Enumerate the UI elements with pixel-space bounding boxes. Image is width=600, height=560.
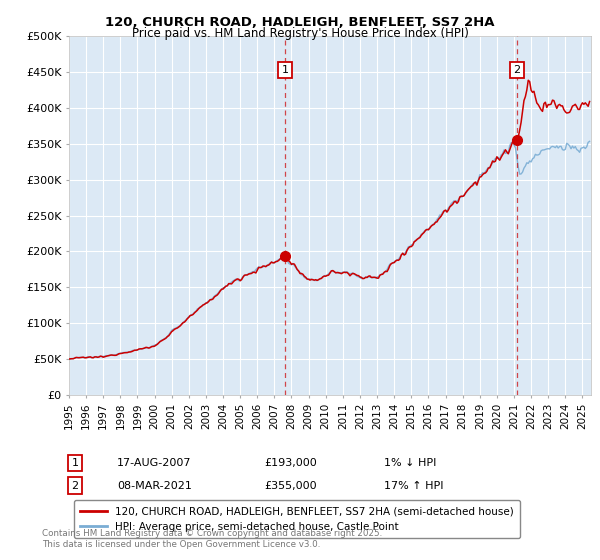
Text: 17% ↑ HPI: 17% ↑ HPI [384,480,443,491]
Legend: 120, CHURCH ROAD, HADLEIGH, BENFLEET, SS7 2HA (semi-detached house), HPI: Averag: 120, CHURCH ROAD, HADLEIGH, BENFLEET, SS… [74,501,520,538]
Text: 120, CHURCH ROAD, HADLEIGH, BENFLEET, SS7 2HA: 120, CHURCH ROAD, HADLEIGH, BENFLEET, SS… [105,16,495,29]
Text: Contains HM Land Registry data © Crown copyright and database right 2025.
This d: Contains HM Land Registry data © Crown c… [42,529,382,549]
Text: 2: 2 [514,65,521,75]
Text: 2: 2 [71,480,79,491]
Text: 17-AUG-2007: 17-AUG-2007 [117,458,191,468]
Text: 08-MAR-2021: 08-MAR-2021 [117,480,192,491]
Text: £355,000: £355,000 [264,480,317,491]
Text: 1: 1 [281,65,289,75]
Text: 1% ↓ HPI: 1% ↓ HPI [384,458,436,468]
Text: 1: 1 [71,458,79,468]
Text: Price paid vs. HM Land Registry's House Price Index (HPI): Price paid vs. HM Land Registry's House … [131,27,469,40]
Text: £193,000: £193,000 [264,458,317,468]
